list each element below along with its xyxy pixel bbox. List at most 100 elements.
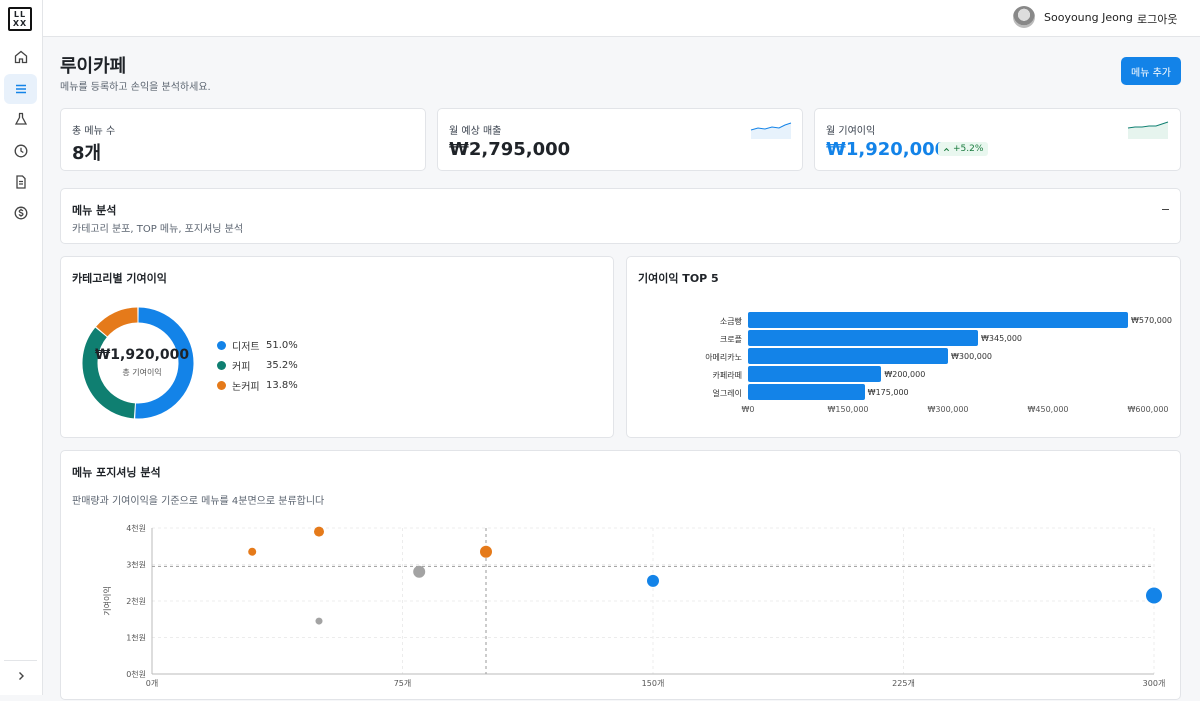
stat-value: ₩2,795,000 xyxy=(449,139,571,160)
donut-slice-coffee[interactable] xyxy=(82,327,136,419)
bar-value-label: ₩300,000 xyxy=(951,352,992,361)
menu-list-icon xyxy=(15,84,26,94)
donut-center-value: ₩1,920,000 xyxy=(94,347,190,363)
legend-swatch xyxy=(217,360,226,370)
user-name: Sooyoung Jeong xyxy=(1044,11,1133,24)
legend-swatch xyxy=(217,380,226,390)
legend-label: 논커피 xyxy=(232,381,260,393)
bar-value-label: ₩175,000 xyxy=(867,388,909,397)
bar-3[interactable] xyxy=(748,348,948,364)
donut-slice-dessert[interactable] xyxy=(135,307,194,419)
bar-2[interactable] xyxy=(748,330,978,346)
scatter-point-1[interactable] xyxy=(248,547,257,556)
chevron-right-icon xyxy=(18,671,24,680)
positioning-chart-card: 메뉴 포지셔닝 분석 판매량과 기여이익을 기준으로 메뉴를 4분면으로 분류합… xyxy=(60,450,1181,700)
legend-item-coffee: 커피 35.2% xyxy=(217,355,298,375)
scatter-point-5[interactable] xyxy=(315,617,323,625)
legend-label: 커피 xyxy=(232,361,251,373)
x-tick-label: 150개 xyxy=(642,678,665,688)
legend-value: 35.2% xyxy=(266,359,298,371)
bar-category-label: 얼그레이 xyxy=(712,389,742,398)
sidebar-item-history[interactable] xyxy=(4,136,37,166)
clock-icon xyxy=(14,144,27,158)
stat-label: 월 기여이익 xyxy=(826,126,876,137)
category-chart-card: 카테고리별 기여이익 ₩1,920,000 총 기여이익 디저트 51.0% 커… xyxy=(60,256,614,438)
chart-title: 메뉴 포지셔닝 분석 xyxy=(72,466,161,479)
stat-value: 8개 xyxy=(72,143,102,164)
bar-value-label: ₩345,000 xyxy=(981,334,1022,343)
y-tick-label: 0천원 xyxy=(126,669,146,679)
sparkline xyxy=(750,122,792,139)
sidebar: LL XX xyxy=(0,0,43,695)
add-menu-button[interactable]: 메뉴 추가 xyxy=(1121,57,1181,85)
y-axis-label: 기여이익 xyxy=(102,586,112,615)
sidebar-item-finance[interactable] xyxy=(4,198,37,228)
y-tick-label: 3천원 xyxy=(126,560,146,570)
bar-1[interactable] xyxy=(748,312,1128,328)
bar-category-label: 카페라떼 xyxy=(712,371,742,380)
stat-card-monthly-revenue: 월 예상 매출 ₩2,795,000 xyxy=(437,108,803,171)
donut-slice-noncoffee[interactable] xyxy=(96,307,138,337)
avatar[interactable] xyxy=(1013,6,1035,28)
section-title: 메뉴 분석 xyxy=(72,204,117,217)
chart-title: 기여이익 TOP 5 xyxy=(638,272,719,285)
scatter-point-6[interactable] xyxy=(647,574,659,587)
flask-icon xyxy=(14,112,27,125)
x-tick-label: 225개 xyxy=(892,678,915,688)
bar-category-label: 크로플 xyxy=(719,335,742,344)
app-logo[interactable]: LL XX xyxy=(8,7,32,31)
donut-legend: 디저트 51.0% 커피 35.2% 논커피 13.8% xyxy=(217,335,298,395)
arrow-up-icon xyxy=(943,147,950,151)
dollar-icon xyxy=(14,206,27,220)
bar-category-label: 아메리카노 xyxy=(705,353,742,362)
x-tick-label: 300개 xyxy=(1143,678,1166,688)
top5-bar-chart: 소금빵 ₩570,000 크로플 ₩345,000 아메리카노 ₩300,000 카페라떼 ₩… xyxy=(627,257,1180,437)
scatter-point-7[interactable] xyxy=(1146,587,1162,604)
chart-title: 카테고리별 기여이익 xyxy=(72,272,167,285)
trend-value: +5.2% xyxy=(953,144,984,154)
scatter-point-4[interactable] xyxy=(413,565,426,578)
bar-value-label: ₩200,000 xyxy=(884,370,926,379)
document-icon xyxy=(15,175,26,189)
legend-label: 디저트 xyxy=(232,341,260,353)
section-subtitle: 카테고리 분포, TOP 메뉴, 포지셔닝 분석 xyxy=(72,224,244,235)
bar-category-label: 소금빵 xyxy=(719,317,742,326)
scatter-point-3[interactable] xyxy=(480,545,492,558)
x-tick-label: ₩450,000 xyxy=(1027,405,1069,414)
sidebar-item-menu[interactable] xyxy=(4,74,37,104)
x-tick-label: ₩300,000 xyxy=(927,405,969,414)
donut-chart xyxy=(82,307,194,419)
collapse-icon[interactable] xyxy=(1162,209,1169,210)
y-tick-label: 1천원 xyxy=(126,633,146,643)
legend-item-noncoffee: 논커피 13.8% xyxy=(217,375,298,395)
stat-card-menu-count: 총 메뉴 수 8개 xyxy=(60,108,426,171)
home-icon xyxy=(14,50,27,64)
y-tick-label: 2천원 xyxy=(126,596,146,606)
menu-analysis-section[interactable]: 메뉴 분석 카테고리 분포, TOP 메뉴, 포지셔닝 분석 xyxy=(60,188,1181,244)
page-title: 루이카페 xyxy=(60,56,127,77)
bar-5[interactable] xyxy=(748,384,865,400)
x-tick-label: ₩150,000 xyxy=(827,405,869,414)
positioning-scatter-chart: 0천원 1천원 2천원 3천원 4천원 0개 75개 150개 225개 300개 기여이익 xyxy=(102,523,1166,688)
top-bar: Sooyoung Jeong 로그아웃 xyxy=(43,0,1200,37)
stat-label: 월 예상 매출 xyxy=(449,126,502,137)
chart-subtitle: 판매량과 기여이익을 기준으로 메뉴를 4분면으로 분류합니다 xyxy=(72,496,325,507)
sidebar-item-report[interactable] xyxy=(4,167,37,197)
sidebar-item-lab[interactable] xyxy=(4,104,37,134)
stat-card-monthly-contribution: 월 기여이익 ₩1,920,000 +5.2% xyxy=(814,108,1181,171)
bar-value-label: ₩570,000 xyxy=(1131,316,1172,325)
legend-item-dessert: 디저트 51.0% xyxy=(217,335,298,355)
sparkline xyxy=(1127,121,1169,139)
stat-value: ₩1,920,000 xyxy=(826,139,948,160)
legend-value: 13.8% xyxy=(266,379,298,391)
bar-4[interactable] xyxy=(748,366,882,382)
scatter-point-2[interactable] xyxy=(314,526,324,537)
logout-link[interactable]: 로그아웃 xyxy=(1137,13,1178,26)
x-tick-label: 0개 xyxy=(146,678,158,688)
sidebar-item-home[interactable] xyxy=(4,42,37,72)
x-tick-label: 75개 xyxy=(394,678,412,688)
legend-swatch xyxy=(217,340,226,350)
top5-chart-card: 기여이익 TOP 5 소금빵 ₩570,000 크로플 ₩345,000 아메리카노 ₩3… xyxy=(626,256,1181,438)
legend-value: 51.0% xyxy=(266,339,298,351)
sidebar-collapse-button[interactable] xyxy=(4,660,37,690)
